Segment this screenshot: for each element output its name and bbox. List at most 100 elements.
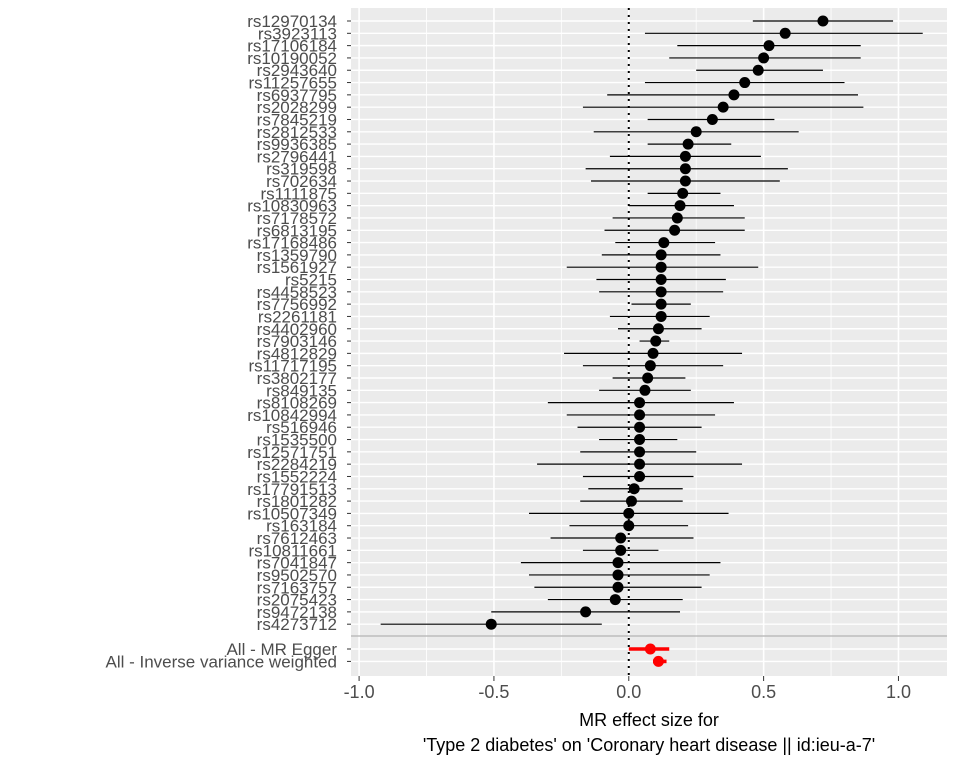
x-tick-label: 1.0 <box>886 682 911 702</box>
point <box>623 520 635 532</box>
y-tick-label: rs7178572 <box>257 209 337 228</box>
y-tick-label: rs10842994 <box>247 406 337 425</box>
y-tick-label: rs2796441 <box>257 147 337 166</box>
point <box>677 187 689 199</box>
point <box>634 434 646 446</box>
y-tick-label: rs1359790 <box>257 246 337 265</box>
point <box>669 224 681 236</box>
x-tick-label: 0.0 <box>616 682 641 702</box>
y-tick-label: rs9502570 <box>257 566 337 585</box>
y-tick-label: rs10830963 <box>247 197 337 216</box>
summary-point <box>644 643 656 655</box>
reference-line-layer <box>351 8 947 676</box>
y-tick-label: rs4812829 <box>257 344 337 363</box>
point <box>634 397 646 409</box>
y-tick-label: rs17791513 <box>247 480 337 499</box>
point <box>682 138 694 150</box>
point <box>628 483 640 495</box>
point <box>652 323 664 335</box>
y-tick-label: rs849135 <box>266 381 337 400</box>
point <box>752 64 764 76</box>
y-tick-label: rs7612463 <box>257 529 337 548</box>
y-tick-label: All - MR Egger <box>226 640 337 659</box>
y-tick-label: rs11717195 <box>248 357 337 376</box>
y-tick-label: rs163184 <box>266 517 337 536</box>
point <box>655 261 667 273</box>
point <box>634 409 646 421</box>
y-tick-label: All - Inverse variance weighted <box>105 652 337 671</box>
point <box>639 384 651 396</box>
y-tick-label: rs12970134 <box>247 12 337 31</box>
x-tick-label: 0.5 <box>751 682 776 702</box>
y-tick-label: rs2075423 <box>257 591 337 610</box>
x-tick-label: -1.0 <box>344 682 375 702</box>
y-tick-label: rs8108269 <box>257 394 337 413</box>
point <box>609 594 621 606</box>
point <box>634 421 646 433</box>
y-tick-label: rs7163757 <box>257 578 337 597</box>
y-tick-label: rs3802177 <box>257 369 337 388</box>
marks-layer <box>380 15 923 667</box>
point <box>655 310 667 322</box>
y-tick-label: rs1111875 <box>260 184 337 203</box>
x-axis-title-line-1: MR effect size for <box>579 710 719 730</box>
y-tick-label: rs5215 <box>285 271 337 290</box>
point <box>739 77 751 89</box>
point <box>615 532 627 544</box>
y-tick-label: rs2028299 <box>257 98 337 117</box>
y-tick-label: rs4402960 <box>257 320 337 339</box>
point <box>690 126 702 138</box>
point <box>717 101 729 113</box>
y-tick-label: rs1552224 <box>257 467 337 486</box>
y-tick-label: rs11257655 <box>248 74 337 93</box>
y-tick-label: rs10811661 <box>248 541 337 560</box>
y-tick-label: rs3923113 <box>258 24 337 43</box>
y-tick-label: rs319598 <box>266 160 337 179</box>
y-tick-label: rs17168486 <box>247 234 337 253</box>
y-tick-labels: rs12970134rs3923113rs17106184rs10190052r… <box>105 12 351 671</box>
plot-panel <box>351 8 947 676</box>
y-tick-label: rs516946 <box>266 418 337 437</box>
point <box>634 470 646 482</box>
point <box>485 618 497 630</box>
y-tick-label: rs7845219 <box>257 110 337 129</box>
point <box>817 15 829 27</box>
y-tick-label: rs6937795 <box>257 86 337 105</box>
summary-point <box>652 655 664 667</box>
y-tick-label: rs7041847 <box>257 554 337 573</box>
point <box>655 274 667 286</box>
point <box>658 237 670 249</box>
point <box>612 569 624 581</box>
y-tick-label: rs9472138 <box>257 603 337 622</box>
point <box>679 163 691 175</box>
y-tick-label: rs4458523 <box>257 283 337 302</box>
y-tick-label: rs12571751 <box>247 443 337 462</box>
point <box>728 89 740 101</box>
point <box>779 27 791 39</box>
y-tick-label: rs2943640 <box>257 61 337 80</box>
point <box>612 581 624 593</box>
point <box>706 113 718 125</box>
point <box>644 360 656 372</box>
y-tick-label: rs2812533 <box>257 123 337 142</box>
point <box>655 249 667 261</box>
y-tick-label: rs1801282 <box>257 492 337 511</box>
y-tick-label: rs17106184 <box>247 37 337 56</box>
x-axis-title-line-2: 'Type 2 diabetes' on 'Coronary heart dis… <box>423 735 875 755</box>
y-tick-label: rs6813195 <box>257 221 337 240</box>
point <box>655 298 667 310</box>
point <box>758 52 770 64</box>
point <box>650 335 662 347</box>
point <box>580 606 592 618</box>
x-tick-labels: -1.0 -0.5 0.0 0.5 1.0 <box>344 676 911 702</box>
y-tick-label: rs702634 <box>266 172 337 191</box>
point <box>634 458 646 470</box>
point <box>647 347 659 359</box>
point <box>674 200 686 212</box>
y-tick-label: rs10190052 <box>247 49 337 68</box>
point <box>634 446 646 458</box>
point <box>642 372 654 384</box>
point <box>625 495 637 507</box>
x-tick-label: -0.5 <box>478 682 509 702</box>
